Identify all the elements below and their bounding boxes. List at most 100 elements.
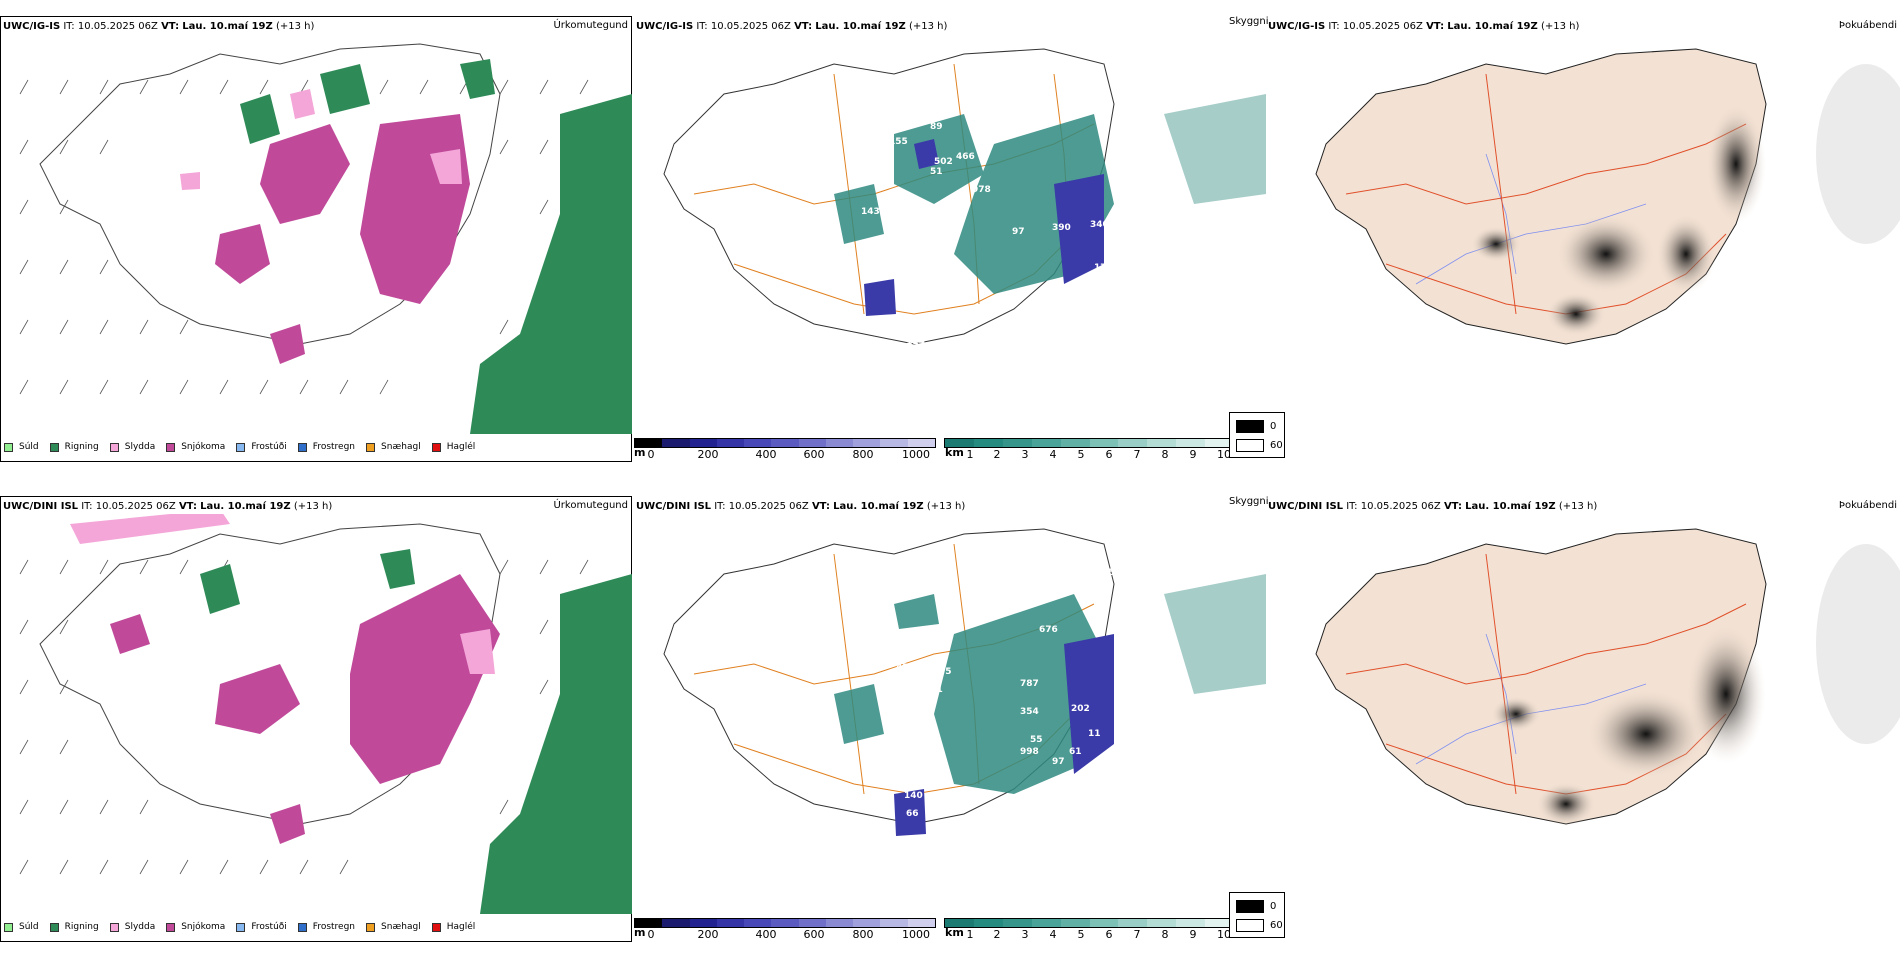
panel-title-fog: Þokuábendi (1838, 500, 1897, 511)
fog-swatch-black (1236, 900, 1264, 913)
legend-item-freezing-rain: Frostregn (297, 442, 356, 452)
legend-item-freezing-rain: Frostregn (297, 922, 356, 932)
visibility-areas (834, 94, 1266, 294)
legend-label: Frostregn (312, 922, 356, 932)
tick-label: 2 (993, 448, 1001, 461)
colorbar-segment (1118, 919, 1148, 927)
legend-item-snow: Snjókoma (166, 922, 225, 932)
colorbar-segment (1060, 439, 1090, 447)
visibility-unit: km (945, 446, 964, 459)
legend-swatch (4, 442, 13, 452)
model-name: UWC/DINI ISL (1268, 501, 1344, 512)
vt-value: Lau. 10.maí 19Z (200, 501, 291, 512)
ceiling-label: 61 (1069, 747, 1082, 757)
fog-legend-low: 60 (1236, 439, 1283, 452)
fog-panel-top: UWC/IG-IS IT: 10.05.2025 06Z VT: Lau. 10… (1229, 0, 1900, 480)
panel-title-cloud: Skyggni (1229, 16, 1269, 27)
colorbar-segment (1002, 919, 1032, 927)
legend-label: Snjókoma (181, 442, 226, 452)
legend-swatch (366, 442, 376, 452)
precip-legend: Súld Rigning Slydda Snjókoma Frostúði Fr… (4, 438, 486, 456)
vt-value: Lau. 10.maí 19Z (1465, 501, 1556, 512)
it-label: IT: (1346, 501, 1358, 512)
vt-value: Lau. 10.maí 19Z (1447, 21, 1538, 32)
top-row: UWC/IG-IS IT: 10.05.2025 06Z VT: Lau. 10… (0, 0, 1900, 480)
legend-swatch (166, 442, 176, 452)
it-label: IT: (81, 501, 93, 512)
legend-item-sleet: Slydda (109, 442, 156, 452)
model-name: UWC/DINI ISL (636, 501, 712, 512)
legend-label: Frostregn (312, 442, 356, 452)
colorbar-segment (689, 919, 717, 927)
it-value: 10.05.2025 06Z (95, 501, 176, 512)
ceiling-label: 87 (994, 132, 1007, 142)
colorbar-segment (880, 919, 908, 927)
fog-legend-low-label: 60 (1270, 920, 1283, 931)
precip-sleet (180, 89, 462, 190)
tick-label: 8 (1161, 928, 1169, 941)
colorbar-segment (798, 439, 826, 447)
model-name: UWC/IG-IS (1268, 21, 1326, 32)
precip-type-panel-bottom: UWC/DINI ISL IT: 10.05.2025 06Z VT: Lau.… (0, 480, 634, 960)
fog-swatch-black (1236, 420, 1264, 433)
tick-label: 3 (1021, 928, 1029, 941)
legend-swatch (49, 442, 59, 452)
cloud-base-unit: m (634, 446, 646, 459)
ceiling-label: 31 (920, 749, 933, 759)
legend-item-sleet: Slydda (109, 922, 156, 932)
legend-label: Súld (19, 922, 39, 932)
fog-legend-high-label: 0 (1270, 901, 1277, 912)
tick-label: 1000 (902, 448, 930, 461)
it-label: IT: (696, 21, 708, 32)
colorbar-segment (716, 919, 745, 927)
it-value: 10.05.2025 06Z (1360, 501, 1441, 512)
colorbar-segment (744, 439, 772, 447)
ceiling-label: 11 (1088, 729, 1101, 739)
ceiling-label: 55 (1030, 735, 1043, 745)
tick-label: 200 (697, 448, 719, 461)
it-value: 10.05.2025 06Z (77, 21, 158, 32)
ceiling-label: 47 (896, 663, 909, 673)
lead-time: (+13 h) (1558, 501, 1598, 512)
legend-swatch (297, 442, 307, 452)
ceiling-label: 787 (1020, 679, 1039, 689)
fog-legend: 0 60 (1229, 412, 1285, 458)
tick-label: 4 (1049, 928, 1057, 941)
ceiling-label: 114 (906, 337, 925, 347)
tick-label: 0 (647, 928, 655, 941)
tick-label: 10 (1217, 928, 1231, 941)
ceiling-label: 998 (1020, 747, 1039, 757)
tick-label: 0 (647, 448, 655, 461)
tick-label: 5 (1077, 928, 1085, 941)
fog-legend-high: 0 (1236, 420, 1276, 433)
it-label: IT: (714, 501, 726, 512)
fog-panel-bottom: UWC/DINI ISL IT: 10.05.2025 06Z VT: Lau.… (1229, 480, 1900, 960)
legend-label: Slydda (124, 442, 156, 452)
ceiling-labels: 102 113 155 502 466 978 51 89 87 143 64 … (861, 97, 1139, 363)
fog-areas (1491, 544, 1900, 826)
it-value: 10.05.2025 06Z (710, 21, 791, 32)
legend-item-freezing-drizzle: Frostúði (236, 442, 287, 452)
legend-item-freezing-drizzle: Frostúði (236, 922, 287, 932)
precip-snow (110, 574, 500, 844)
colorbar-segment (716, 439, 745, 447)
precip-legend: Súld Rigning Slydda Snjókoma Frostúði Fr… (4, 918, 486, 936)
tick-label: 2 (993, 928, 1001, 941)
legend-swatch (166, 922, 176, 932)
tick-label: 3 (1021, 448, 1029, 461)
visibility-panel-bottom: UWC/DINI ISL IT: 10.05.2025 06Z VT: Lau.… (634, 480, 1269, 960)
colorbar-segment (1060, 919, 1090, 927)
visibility-map: 102 113 155 502 466 978 51 89 87 143 64 … (663, 48, 1266, 363)
legend-label: Slydda (124, 922, 156, 932)
bottom-row: UWC/DINI ISL IT: 10.05.2025 06Z VT: Lau.… (0, 480, 1900, 960)
legend-label: Frostúði (251, 442, 287, 452)
ceiling-label: 51 (930, 167, 943, 177)
colorbar-segment (635, 919, 663, 927)
vt-value: Lau. 10.maí 19Z (182, 21, 273, 32)
ceiling-label: 218 (1126, 640, 1145, 650)
precip-snow (215, 114, 470, 364)
model-name: UWC/IG-IS (636, 21, 694, 32)
panel-header: UWC/DINI ISL IT: 10.05.2025 06Z VT: Lau.… (1268, 501, 1597, 512)
legend-swatch (297, 922, 307, 932)
colorbar-segment (853, 919, 881, 927)
